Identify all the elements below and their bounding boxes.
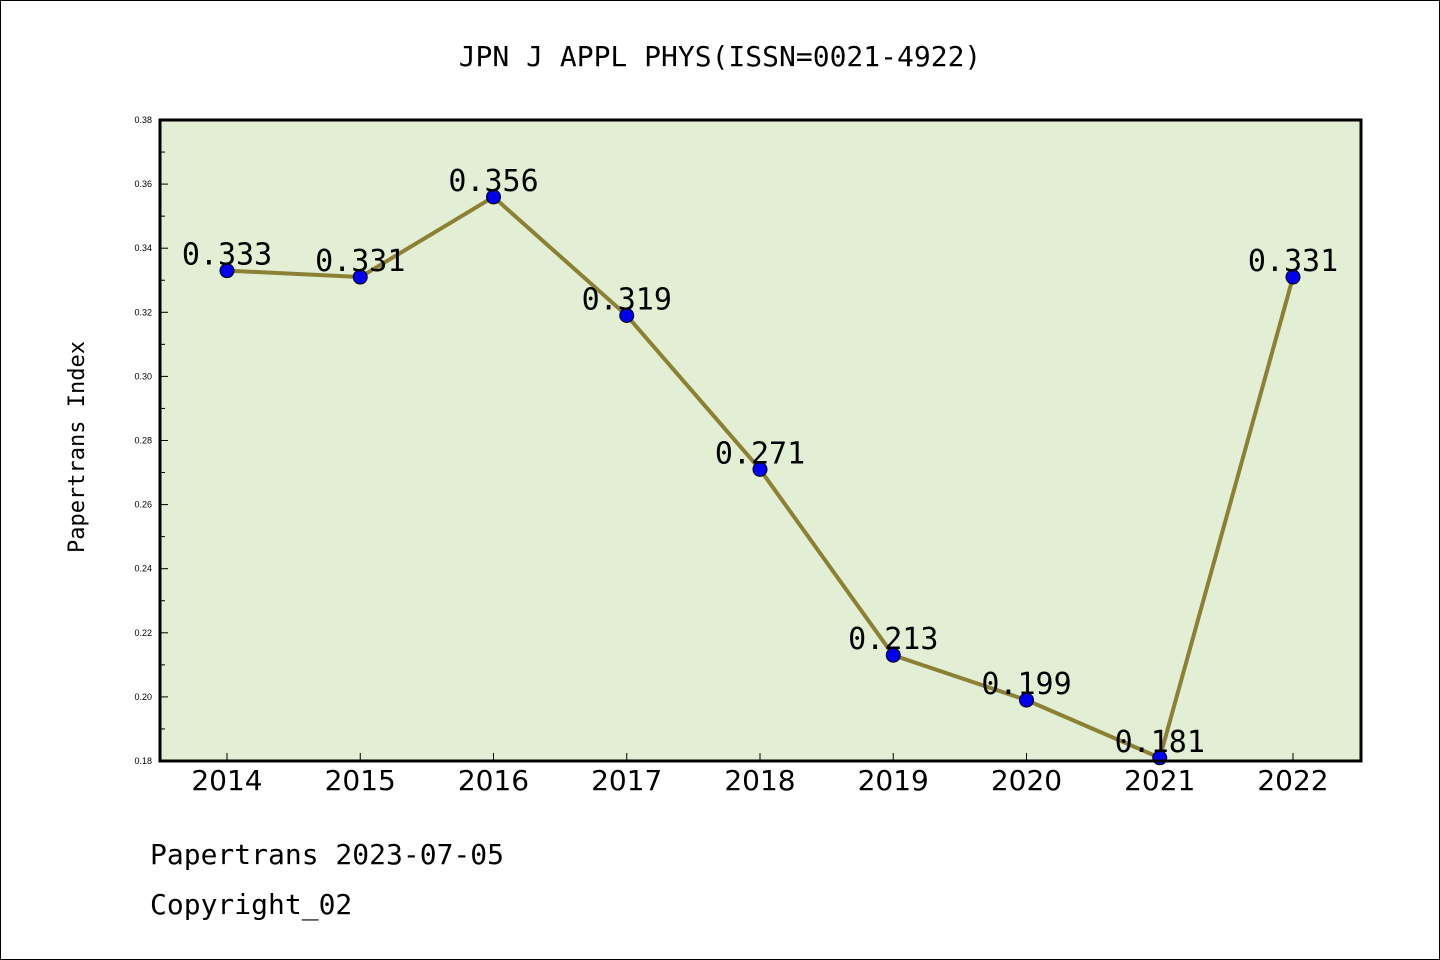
chart-title: JPN J APPL PHYS(ISSN=0021-4922) [459, 40, 982, 73]
x-tick-label: 2017 [591, 764, 662, 797]
x-axis: 2014 2015 2016 2017 2018 2019 2020 2021 2022 [191, 753, 1329, 797]
data-label: 0.271 [715, 436, 805, 471]
data-point [752, 461, 768, 477]
data-label: 0.331 [315, 244, 405, 279]
x-tick-label: 2022 [1257, 764, 1328, 797]
y-tick-label: 0.28 [134, 436, 152, 446]
y-tick-label: 0.22 [134, 628, 152, 638]
y-tick-label: 0.32 [134, 307, 152, 317]
x-tick-label: 2014 [191, 764, 262, 797]
footer-copyright: Copyright_02 [150, 888, 352, 922]
data-label: 0.199 [981, 667, 1071, 702]
y-tick-label: 0.26 [134, 500, 152, 510]
data-labels: 0.333 0.331 0.356 0.319 0.271 0.213 0.199 0.181… [182, 164, 1338, 760]
data-point [219, 263, 235, 279]
data-point [1285, 269, 1301, 285]
data-point [352, 269, 368, 285]
plot-area [160, 120, 1361, 761]
plot-border [158, 118, 1363, 763]
y-tick-label: 0.30 [134, 371, 152, 381]
y-tick-label: 0.34 [134, 243, 152, 253]
data-point [1019, 692, 1034, 708]
x-tick-label: 2021 [1124, 764, 1195, 797]
x-tick-label: 2020 [991, 764, 1062, 797]
y-axis-label: Papertrans Index [65, 341, 90, 553]
y-tick-label: 0.38 [134, 115, 152, 125]
x-tick-label: 2016 [458, 764, 529, 797]
data-label: 0.181 [1115, 725, 1205, 760]
y-tick-label: 0.24 [134, 564, 152, 574]
data-label: 0.356 [448, 164, 538, 199]
data-label: 0.213 [848, 622, 938, 657]
data-label: 0.319 [582, 283, 672, 318]
data-label: 0.331 [1248, 244, 1338, 279]
footer-date: Papertrans 2023-07-05 [150, 838, 504, 871]
data-point [486, 189, 501, 205]
data-label: 0.333 [182, 238, 272, 273]
y-tick-label: 0.20 [134, 692, 152, 702]
x-tick-label: 2015 [325, 764, 396, 797]
y-tick-label: 0.18 [134, 756, 152, 766]
data-point [619, 308, 635, 324]
data-point [885, 647, 901, 663]
y-tick-label: 0.36 [134, 179, 152, 189]
x-tick-label: 2019 [858, 764, 929, 797]
data-markers [219, 189, 1301, 766]
x-tick-label: 2018 [724, 764, 795, 797]
